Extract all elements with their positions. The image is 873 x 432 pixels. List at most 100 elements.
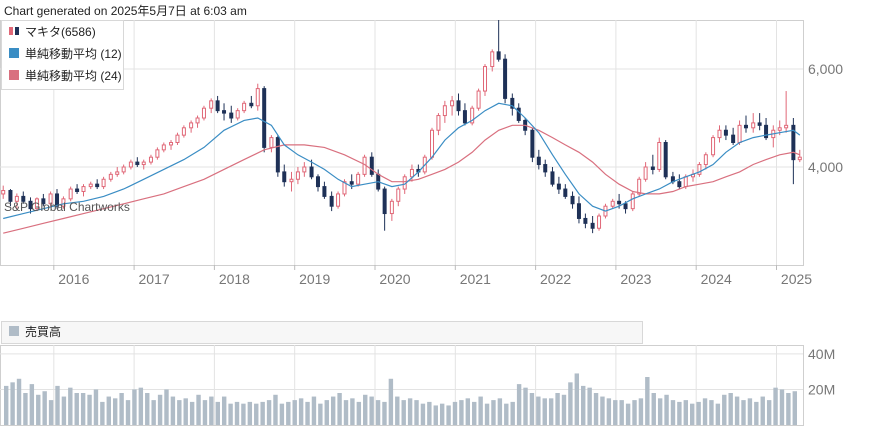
volume-bar xyxy=(651,393,656,425)
volume-bar xyxy=(645,377,650,425)
candle-body xyxy=(161,144,166,151)
volume-bar xyxy=(151,400,156,425)
volume-bar xyxy=(337,393,342,425)
candle-body xyxy=(617,200,622,205)
volume-bar xyxy=(61,396,67,425)
candle-body xyxy=(737,124,742,143)
volume-bar xyxy=(683,400,689,425)
candle-body xyxy=(543,164,548,173)
candle-body xyxy=(369,156,374,175)
candle-body xyxy=(95,183,100,188)
volume-bar xyxy=(42,391,47,425)
volume-bar xyxy=(241,403,246,425)
candle-body xyxy=(784,124,789,129)
volume-bar xyxy=(356,401,362,425)
volume-bar xyxy=(542,398,547,425)
volume-bar xyxy=(786,393,791,425)
legend-label-volume: 売買高 xyxy=(25,325,62,339)
candle-body xyxy=(650,166,655,170)
volume-bar xyxy=(330,396,336,425)
volume-bar xyxy=(670,400,676,425)
volume-bar xyxy=(286,401,291,425)
volume-bar xyxy=(728,393,733,425)
x-tick-label: 2017 xyxy=(139,271,170,287)
legend-label-price: マキタ(6586) xyxy=(25,25,96,39)
volume-bar xyxy=(664,394,669,425)
volume-bar xyxy=(318,403,323,425)
volume-bar xyxy=(93,389,99,425)
candle-body xyxy=(791,124,796,161)
candle-body xyxy=(643,166,648,180)
y-tick-label: 6,000 xyxy=(808,61,843,77)
price-legend: マキタ(6586) 単純移動平均 (12) 単純移動平均 (24) xyxy=(1,20,124,90)
volume-bar xyxy=(715,403,721,425)
volume-bar xyxy=(10,382,15,425)
volume-bar xyxy=(228,403,233,425)
candle-body xyxy=(597,215,602,229)
volume-panel-frame xyxy=(0,345,804,426)
volume-bar xyxy=(350,398,355,425)
candle-body xyxy=(743,124,748,129)
candle-body xyxy=(61,198,66,207)
candle-body xyxy=(315,176,320,188)
candle-body xyxy=(81,186,86,193)
candle-body xyxy=(442,105,447,117)
candle-body xyxy=(262,88,267,148)
volume-bar xyxy=(696,401,701,425)
x-tick-label: 2018 xyxy=(219,271,250,287)
candle-body xyxy=(1,190,6,195)
volume-bar xyxy=(254,403,259,425)
volume-bar xyxy=(779,389,785,425)
candle-body xyxy=(222,110,227,114)
candle-body xyxy=(503,58,508,99)
volume-bar xyxy=(433,405,438,425)
volume-bar xyxy=(600,396,605,425)
x-tick-label: 2024 xyxy=(701,271,732,287)
candle-body xyxy=(657,142,662,170)
sma12-swatch-icon xyxy=(8,47,20,63)
candle-body xyxy=(8,190,13,202)
volume-bar xyxy=(439,403,445,425)
candle-body xyxy=(470,107,475,124)
volume-bar xyxy=(574,373,580,425)
candle-body xyxy=(396,188,401,202)
volume-bar xyxy=(722,394,727,425)
volume-bar xyxy=(68,387,73,425)
volume-bar xyxy=(523,387,528,425)
x-tick-label: 2022 xyxy=(540,271,571,287)
volume-bar xyxy=(80,393,86,425)
volume-bar xyxy=(164,389,169,425)
candle-body xyxy=(483,66,488,92)
candle-body xyxy=(101,178,106,188)
volume-bar xyxy=(734,396,740,425)
candle-body xyxy=(21,195,26,202)
candle-body xyxy=(697,164,702,175)
volume-bar xyxy=(395,396,400,425)
grid-lines xyxy=(0,20,804,426)
volume-bar xyxy=(754,401,759,425)
candle-body xyxy=(663,142,668,178)
candle-body xyxy=(329,195,334,207)
candle-body xyxy=(430,129,435,158)
candle-body xyxy=(476,90,481,109)
volume-bar xyxy=(106,396,111,425)
legend-label-sma12: 単純移動平均 (12) xyxy=(25,47,122,61)
candle-body xyxy=(155,149,160,158)
candle-body xyxy=(516,107,521,121)
volume-bar xyxy=(363,394,368,425)
candle-body xyxy=(490,51,495,68)
volume-bar xyxy=(478,396,483,425)
candle-body xyxy=(282,171,287,183)
volume-bar xyxy=(529,393,535,425)
volume-bar xyxy=(760,396,765,425)
candle-body xyxy=(556,183,561,190)
volume-bar xyxy=(324,400,329,425)
volume-bar xyxy=(632,400,637,425)
sma12-line xyxy=(3,102,801,220)
candle-body xyxy=(590,222,595,229)
candle-body xyxy=(14,195,19,202)
candle-swatch-icon xyxy=(8,25,20,41)
candle-body xyxy=(342,181,347,195)
candle-body xyxy=(229,112,234,119)
volume-swatch-icon xyxy=(8,325,20,341)
